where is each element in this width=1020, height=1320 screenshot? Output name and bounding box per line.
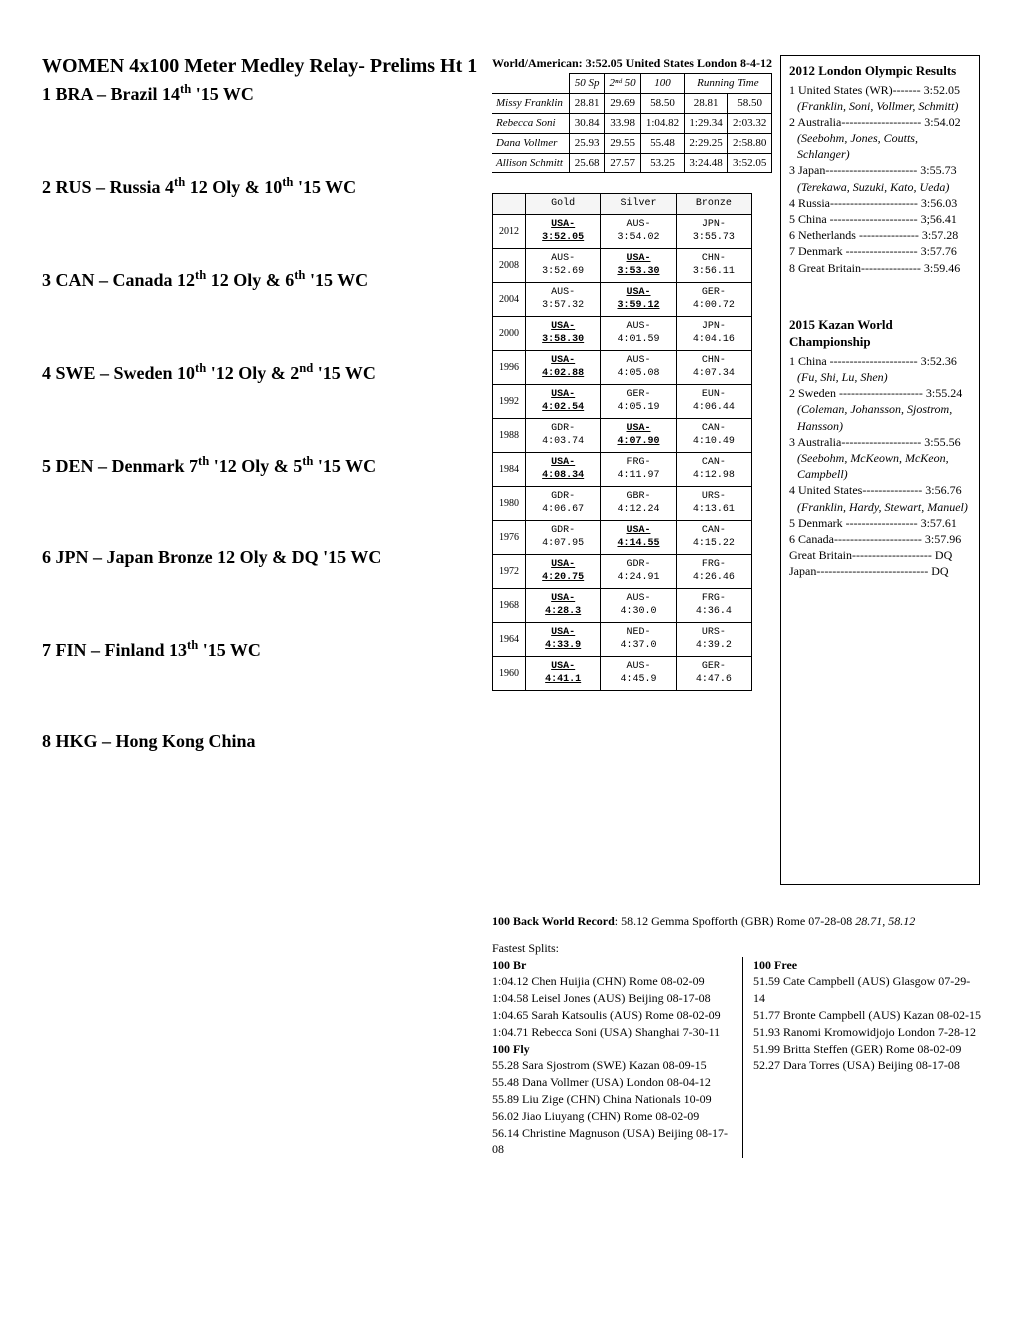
medals-row: 1988GDR- 4:03.74USA- 4:07.90CAN- 4:10.49 bbox=[493, 418, 752, 452]
lane-2: 2 RUS – Russia 4th 12 Oly & 10th '15 WC bbox=[42, 175, 492, 198]
medals-row: 2012USA- 3:52.05AUS- 3:54.02JPN- 3:55.73 bbox=[493, 214, 752, 248]
splits-row: Missy Franklin28.8129.6958.5028.8158.50 bbox=[492, 94, 772, 114]
result-line: 56.14 Christine Magnuson (USA) Beijing 0… bbox=[492, 1125, 732, 1159]
result-line: 1:04.71 Rebecca Soni (USA) Shanghai 7-30… bbox=[492, 1024, 732, 1041]
medals-row: 1984USA- 4:08.34FRG- 4:11.97CAN- 4:12.98 bbox=[493, 452, 752, 486]
heat-list: WOMEN 4x100 Meter Medley Relay- Prelims … bbox=[42, 55, 492, 1158]
result-line: (Seebohm, Jones, Coutts, Schlanger) bbox=[789, 130, 971, 162]
result-line: (Fu, Shi, Lu, Shen) bbox=[789, 369, 971, 385]
result-line: 6 Netherlands --------------- 3:57.28 bbox=[789, 227, 971, 243]
prior-results-box: 2012 London Olympic Results 1 United Sta… bbox=[780, 55, 980, 885]
world-american-record: World/American: 3:52.05 United States Lo… bbox=[492, 55, 772, 71]
result-line: 3 Australia-------------------- 3:55.56 bbox=[789, 434, 971, 450]
result-line: 4 United States--------------- 3:56.76 bbox=[789, 482, 971, 498]
medals-row: 1968USA- 4:28.3AUS- 4:30.0FRG- 4:36.4 bbox=[493, 588, 752, 622]
result-line: 51.77 Bronte Campbell (AUS) Kazan 08-02-… bbox=[753, 1007, 982, 1024]
olympic-medals-table: Gold Silver Bronze 2012USA- 3:52.05AUS- … bbox=[492, 193, 752, 691]
medals-row: 2008AUS- 3:52.69USA- 3:53.30CHN- 3:56.11 bbox=[493, 248, 752, 282]
medals-row: 1960USA- 4:41.1AUS- 4:45.9GER- 4:47.6 bbox=[493, 656, 752, 690]
result-line: 51.93 Ranomi Kromowidjojo London 7-28-12 bbox=[753, 1024, 982, 1041]
medals-row: 2004AUS- 3:57.32USA- 3:59.12GER- 4:00.72 bbox=[493, 282, 752, 316]
result-line: (Franklin, Soni, Vollmer, Schmitt) bbox=[789, 98, 971, 114]
back-world-record: 100 Back World Record: 58.12 Gemma Spoff… bbox=[492, 913, 980, 930]
result-line: 56.02 Jiao Liuyang (CHN) Rome 08-02-09 bbox=[492, 1108, 732, 1125]
result-line: (Seebohm, McKeown, McKeon, Campbell) bbox=[789, 450, 971, 482]
result-line: 6 Canada---------------------- 3:57.96 bbox=[789, 531, 971, 547]
medals-row: 1992USA- 4:02.54GER- 4:05.19EUN- 4:06.44 bbox=[493, 384, 752, 418]
result-line: 5 China ---------------------- 3;56.41 bbox=[789, 211, 971, 227]
result-line: 55.28 Sara Sjostrom (SWE) Kazan 08-09-15 bbox=[492, 1057, 732, 1074]
fastest-col-1: 100 Br 1:04.12 Chen Huijia (CHN) Rome 08… bbox=[492, 957, 732, 1159]
result-line: (Franklin, Hardy, Stewart, Manuel) bbox=[789, 499, 971, 515]
medals-row: 1976GDR- 4:07.95USA- 4:14.55CAN- 4:15.22 bbox=[493, 520, 752, 554]
lane-7: 7 FIN – Finland 13th '15 WC bbox=[42, 638, 492, 661]
lane-4: 4 SWE – Sweden 10th '12 Oly & 2nd '15 WC bbox=[42, 361, 492, 384]
result-line: 3 Japan----------------------- 3:55.73 bbox=[789, 162, 971, 178]
kazan-2015-title: 2015 Kazan World Championship bbox=[789, 316, 971, 351]
london-2012-title: 2012 London Olympic Results bbox=[789, 62, 971, 80]
result-line: 1 China ---------------------- 3:52.36 bbox=[789, 353, 971, 369]
record-splits-table: 50 Sp 2ⁿᵈ 50 100 Running Time Missy Fran… bbox=[492, 73, 772, 173]
result-line: 4 Russia---------------------- 3:56.03 bbox=[789, 195, 971, 211]
records-panel: World/American: 3:52.05 United States Lo… bbox=[492, 55, 772, 885]
result-line: 51.99 Britta Steffen (GER) Rome 08-02-09 bbox=[753, 1041, 982, 1058]
medals-row: 1964USA- 4:33.9NED- 4:37.0URS- 4:39.2 bbox=[493, 622, 752, 656]
result-line: 5 Denmark ------------------ 3:57.61 bbox=[789, 515, 971, 531]
result-line: Japan---------------------------- DQ bbox=[789, 563, 971, 579]
fastest-splits-panel: 100 Back World Record: 58.12 Gemma Spoff… bbox=[492, 913, 980, 1158]
medals-row: 1972USA- 4:20.75GDR- 4:24.91FRG- 4:26.46 bbox=[493, 554, 752, 588]
splits-row: Allison Schmitt25.6827.5753.253:24.483:5… bbox=[492, 153, 772, 173]
splits-row: Rebecca Soni30.8433.981:04.821:29.342:03… bbox=[492, 113, 772, 133]
result-line: 1:04.65 Sarah Katsoulis (AUS) Rome 08-02… bbox=[492, 1007, 732, 1024]
lane-6: 6 JPN – Japan Bronze 12 Oly & DQ '15 WC bbox=[42, 547, 492, 568]
lane-1: 1 BRA – Brazil 14th '15 WC bbox=[42, 82, 492, 105]
result-line: 1 United States (WR)------- 3:52.05 bbox=[789, 82, 971, 98]
result-line: (Terekawa, Suzuki, Kato, Ueda) bbox=[789, 179, 971, 195]
result-line: 1:04.58 Leisel Jones (AUS) Beijing 08-17… bbox=[492, 990, 732, 1007]
fastest-splits-label: Fastest Splits: bbox=[492, 940, 980, 957]
medals-row: 2000USA- 3:58.30AUS- 4:01.59JPN- 4:04.16 bbox=[493, 316, 752, 350]
lane-5: 5 DEN – Denmark 7th '12 Oly & 5th '15 WC bbox=[42, 454, 492, 477]
result-line: 51.59 Cate Campbell (AUS) Glasgow 07-29-… bbox=[753, 973, 982, 1007]
result-line: Great Britain-------------------- DQ bbox=[789, 547, 971, 563]
result-line: 55.89 Liu Zige (CHN) China Nationals 10-… bbox=[492, 1091, 732, 1108]
result-line: 2 Australia-------------------- 3:54.02 bbox=[789, 114, 971, 130]
page-title: WOMEN 4x100 Meter Medley Relay- Prelims … bbox=[42, 55, 492, 78]
medals-row: 1996USA- 4:02.88AUS- 4:05.08CHN- 4:07.34 bbox=[493, 350, 752, 384]
splits-row: Dana Vollmer25.9329.5555.482:29.252:58.8… bbox=[492, 133, 772, 153]
lane-8: 8 HKG – Hong Kong China bbox=[42, 731, 492, 752]
result-line: 7 Denmark ------------------ 3:57.76 bbox=[789, 243, 971, 259]
result-line: 8 Great Britain--------------- 3:59.46 bbox=[789, 260, 971, 276]
medals-row: 1980GDR- 4:06.67GBR- 4:12.24URS- 4:13.61 bbox=[493, 486, 752, 520]
fastest-col-2: 100 Free 51.59 Cate Campbell (AUS) Glasg… bbox=[742, 957, 982, 1159]
lane-3: 3 CAN – Canada 12th 12 Oly & 6th '15 WC bbox=[42, 268, 492, 291]
result-line: (Coleman, Johansson, Sjostrom, Hansson) bbox=[789, 401, 971, 433]
result-line: 2 Sweden --------------------- 3:55.24 bbox=[789, 385, 971, 401]
result-line: 1:04.12 Chen Huijia (CHN) Rome 08-02-09 bbox=[492, 973, 732, 990]
result-line: 52.27 Dara Torres (USA) Beijing 08-17-08 bbox=[753, 1057, 982, 1074]
result-line: 55.48 Dana Vollmer (USA) London 08-04-12 bbox=[492, 1074, 732, 1091]
